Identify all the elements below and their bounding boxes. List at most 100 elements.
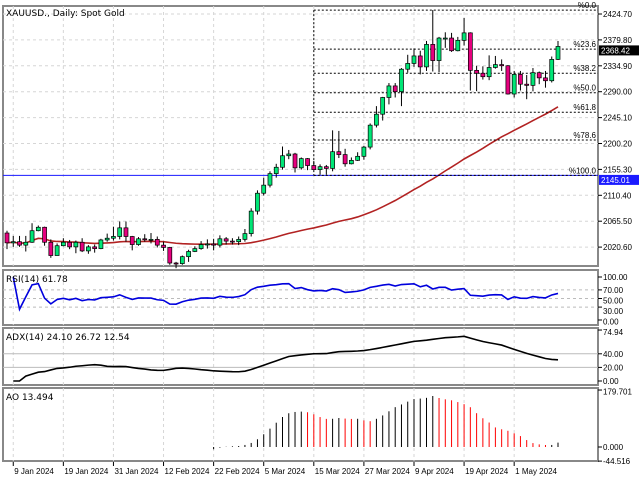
candle (342, 148, 348, 167)
candle (311, 160, 317, 170)
candle-body (273, 166, 279, 174)
candle (223, 237, 229, 245)
candle (111, 226, 116, 241)
candle (455, 36, 461, 52)
candle (449, 32, 454, 52)
rsi-tick-label: 70.00 (603, 286, 624, 295)
date-label: 1 May 2024 (515, 467, 557, 476)
price-tick-label: 2290.00 (603, 88, 632, 97)
candle (42, 226, 47, 246)
candle (480, 66, 486, 80)
candle (161, 241, 166, 251)
candle (436, 36, 442, 73)
candle-body (461, 32, 467, 41)
ao-tick-label: 179.701 (603, 388, 632, 397)
candle (67, 239, 72, 250)
current-price-label: 2368.42 (601, 46, 630, 55)
price-tick-label: 2245.10 (603, 114, 632, 123)
candle-body (349, 159, 354, 165)
candle (211, 238, 216, 251)
candle (261, 177, 267, 196)
candle-body (311, 165, 317, 170)
candle-body (549, 59, 555, 82)
candle-body (4, 232, 10, 244)
price-tick-label: 2334.90 (603, 62, 632, 71)
candle-body (336, 151, 342, 155)
candle-body (211, 243, 216, 246)
candle (148, 233, 154, 244)
adx-tick-label: 74.94 (603, 328, 624, 337)
candle-body (198, 244, 204, 249)
candle (17, 235, 22, 247)
candle-body (536, 72, 542, 79)
ao-tick-label: 0.000 (603, 443, 624, 452)
candle-body (436, 37, 442, 61)
candle (505, 65, 511, 95)
candle-body (292, 153, 298, 169)
rsi-tick-label: 50.00 (603, 296, 624, 305)
ao-label: AO 13.494 (6, 393, 54, 403)
candle (242, 228, 248, 242)
candle (317, 164, 323, 175)
candle-body (261, 184, 267, 194)
candle-body (405, 63, 411, 70)
candle-body (217, 238, 223, 246)
candle-body (35, 226, 41, 232)
candle-body (61, 241, 66, 247)
candle (136, 237, 141, 246)
candle (35, 225, 41, 232)
candle-body (186, 251, 191, 258)
price-tick-label: 2155.30 (603, 165, 632, 174)
candle-body (236, 239, 242, 243)
candle (367, 123, 373, 150)
candle (92, 244, 98, 253)
adx-tick-label: 0.00 (603, 377, 619, 386)
fibonacci-level-label: %50.0 (573, 84, 596, 93)
candle (499, 59, 504, 71)
candle (255, 190, 260, 215)
candle (467, 32, 473, 91)
panel-frame (2, 387, 599, 462)
candle (267, 171, 273, 188)
date-label: 9 Jan 2024 (14, 467, 54, 476)
candle (123, 221, 129, 242)
candle-body (179, 256, 185, 264)
candle (54, 243, 60, 256)
candle-body (411, 55, 417, 64)
candle (98, 238, 104, 250)
candle-body (305, 158, 310, 166)
candle (48, 239, 54, 258)
candle (405, 54, 411, 73)
candle (198, 241, 204, 250)
candle-body (555, 46, 561, 60)
candle (205, 239, 210, 249)
candle (380, 96, 386, 121)
date-label: 9 Apr 2024 (415, 467, 454, 476)
current-price-tag (599, 45, 639, 56)
date-label: 15 Mar 2024 (315, 467, 360, 476)
candle-body (493, 64, 498, 68)
candle (549, 56, 555, 83)
candle (186, 249, 191, 262)
candle-body (392, 85, 398, 93)
chart-title: XAUUSD., Daily: Spot Gold (6, 9, 125, 19)
candle (442, 32, 448, 48)
candle-body (480, 72, 486, 78)
candle (424, 40, 429, 71)
candle-body (48, 241, 54, 256)
candle-body (98, 239, 104, 249)
candle-body (361, 146, 367, 157)
candle-body (154, 239, 160, 246)
candle-body (242, 233, 248, 240)
fibonacci-level-label: %23.6 (573, 40, 596, 49)
candle-body (161, 244, 166, 248)
candle (374, 106, 379, 128)
candle (217, 235, 223, 248)
candle-body (79, 241, 85, 252)
candle (430, 10, 436, 72)
candle-body (129, 236, 135, 245)
candle-body (29, 230, 35, 243)
candle-body (73, 241, 79, 248)
